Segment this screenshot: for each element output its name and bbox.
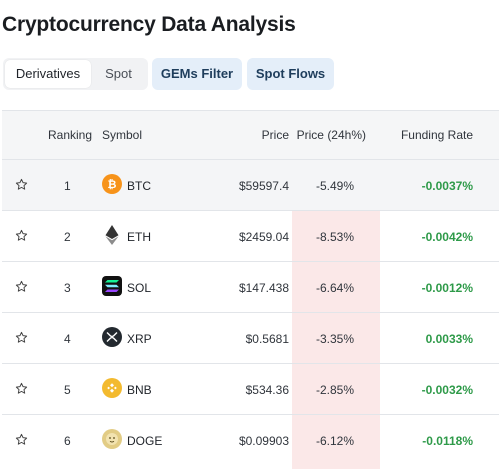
funding-rate: -0.0012% — [421, 281, 473, 295]
header-symbol[interactable]: Symbol — [102, 128, 143, 142]
xrp-icon — [102, 327, 122, 347]
star-icon[interactable] — [15, 433, 28, 446]
rank: 3 — [64, 281, 71, 295]
tab-spot[interactable]: Spot — [105, 66, 132, 81]
change: -8.53% — [315, 230, 354, 244]
rank: 5 — [64, 383, 71, 397]
symbol[interactable]: ETH — [127, 230, 151, 244]
eth-icon — [102, 225, 122, 245]
gems-filter-button[interactable]: GEMs Filter — [152, 58, 242, 90]
sol-icon — [102, 276, 122, 296]
table-row[interactable]: 3 SOL $147.438 -6.64% -0.0012% — [2, 262, 499, 313]
funding-rate: -0.0032% — [421, 383, 473, 397]
svg-text:₿: ₿ — [108, 178, 117, 191]
doge-icon — [102, 429, 122, 449]
table-row[interactable]: 4 XRP $0.5681 -3.35% 0.0033% — [2, 313, 499, 364]
rank: 1 — [64, 179, 71, 193]
symbol[interactable]: DOGE — [127, 434, 163, 448]
header-funding[interactable]: Funding Rate — [400, 128, 473, 142]
funding-rate: -0.0042% — [421, 230, 473, 244]
header-price[interactable]: Price — [261, 128, 289, 142]
symbol[interactable]: BTC — [127, 179, 151, 193]
price: $147.438 — [238, 281, 289, 295]
header-change[interactable]: Price (24h%) — [296, 128, 366, 142]
change: -3.35% — [315, 332, 354, 346]
price: $0.5681 — [245, 332, 289, 346]
price: $0.09903 — [238, 434, 289, 448]
star-icon[interactable] — [15, 280, 28, 293]
star-icon[interactable] — [15, 331, 28, 344]
price: $534.36 — [245, 383, 289, 397]
table-row[interactable]: 6 DOGE $0.09903 -6.12% -0.0118% — [2, 415, 499, 465]
btc-icon: ₿ — [102, 174, 122, 194]
table-row[interactable]: 2 ETH $2459.04 -8.53% -0.0042% — [2, 211, 499, 262]
rank: 2 — [64, 230, 71, 244]
symbol[interactable]: SOL — [127, 281, 152, 295]
change: -6.12% — [315, 434, 354, 448]
symbol[interactable]: XRP — [127, 332, 152, 346]
spot-flows-button[interactable]: Spot Flows — [247, 58, 334, 90]
price: $2459.04 — [238, 230, 289, 244]
funding-rate: -0.0037% — [421, 179, 473, 193]
market-type-toggle[interactable]: Derivatives Spot — [3, 58, 148, 90]
star-icon[interactable] — [15, 229, 28, 242]
funding-rate: -0.0118% — [422, 434, 473, 448]
symbol[interactable]: BNB — [127, 383, 152, 397]
table-header: Ranking Symbol Price Price (24h%) Fundin… — [2, 111, 499, 160]
star-icon[interactable] — [15, 178, 28, 191]
tab-derivatives[interactable]: Derivatives — [5, 60, 91, 88]
rank: 4 — [64, 332, 71, 346]
table-row[interactable]: 1 ₿ BTC $59597.4 -5.49% -0.0037% — [2, 160, 499, 211]
crypto-table: Ranking Symbol Price Price (24h%) Fundin… — [2, 110, 499, 469]
price: $59597.4 — [238, 179, 289, 193]
star-icon[interactable] — [15, 382, 28, 395]
header-ranking[interactable]: Ranking — [48, 128, 93, 142]
page-title: Cryptocurrency Data Analysis — [2, 13, 296, 36]
change: -6.64% — [315, 281, 354, 295]
funding-rate: 0.0033% — [425, 332, 473, 346]
change: -5.49% — [315, 179, 354, 193]
table-row[interactable]: 5 BNB $534.36 -2.85% -0.0032% — [2, 364, 499, 415]
bnb-icon — [102, 378, 122, 398]
change: -2.85% — [315, 383, 354, 397]
rank: 6 — [64, 434, 71, 448]
